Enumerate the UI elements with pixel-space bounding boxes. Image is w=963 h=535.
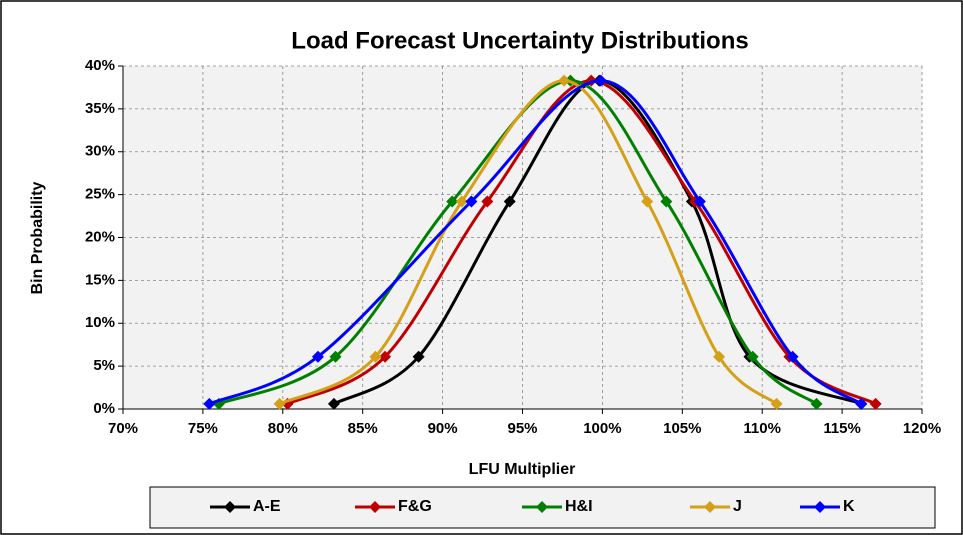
legend-label: K — [843, 498, 855, 515]
data-point — [594, 74, 607, 87]
legend-marker — [704, 501, 716, 513]
legend-label: H&I — [565, 498, 593, 515]
data-point — [693, 195, 706, 208]
data-point — [327, 397, 340, 410]
data-point — [455, 195, 468, 208]
data-point — [641, 195, 654, 208]
data-point — [660, 195, 673, 208]
x-tick-label: 95% — [507, 420, 537, 437]
x-tick-label: 110% — [743, 420, 781, 437]
y-tick-label: 20% — [85, 228, 115, 245]
y-tick-label: 0% — [93, 400, 115, 417]
data-point — [770, 397, 783, 410]
y-tick-label: 25% — [85, 186, 115, 203]
y-tick-label: 10% — [85, 314, 115, 331]
x-axis-title: LFU Multiplier — [469, 461, 576, 478]
y-tick-label: 30% — [85, 143, 115, 160]
legend-label: J — [733, 498, 742, 515]
y-tick-label: 5% — [93, 357, 115, 374]
x-tick-label: 100% — [583, 420, 621, 437]
y-tick-label: 40% — [85, 57, 115, 74]
data-point — [465, 195, 478, 208]
x-tick-label: 80% — [268, 420, 298, 437]
data-point — [746, 350, 759, 363]
data-point — [412, 350, 425, 363]
data-point — [203, 397, 216, 410]
x-tick-label: 90% — [428, 420, 458, 437]
x-tick-label: 105% — [663, 420, 701, 437]
y-axis-title: Bin Probability — [29, 181, 46, 294]
data-point — [329, 350, 342, 363]
data-point — [369, 350, 382, 363]
data-point — [311, 350, 324, 363]
legend-marker — [369, 501, 381, 513]
data-point — [810, 397, 823, 410]
legend-marker — [536, 501, 548, 513]
legend-marker — [814, 501, 826, 513]
data-point — [786, 350, 799, 363]
x-tick-label: 75% — [188, 420, 218, 437]
x-tick-label: 120% — [903, 420, 941, 437]
data-point — [713, 350, 726, 363]
x-tick-label: 70% — [108, 420, 138, 437]
data-point — [503, 195, 516, 208]
data-point — [855, 397, 868, 410]
data-point — [273, 397, 286, 410]
data-point — [869, 397, 882, 410]
legend-label: A-E — [253, 498, 281, 515]
y-tick-label: 35% — [85, 100, 115, 117]
chart-title: Load Forecast Uncertainty Distributions — [291, 27, 748, 54]
data-point — [558, 74, 571, 87]
legend-marker — [224, 501, 236, 513]
data-point — [446, 195, 459, 208]
data-point — [379, 350, 392, 363]
legend-label: F&G — [398, 498, 432, 515]
data-point — [481, 195, 494, 208]
x-tick-label: 115% — [823, 420, 861, 437]
x-tick-label: 85% — [348, 420, 378, 437]
y-tick-label: 15% — [85, 271, 115, 288]
